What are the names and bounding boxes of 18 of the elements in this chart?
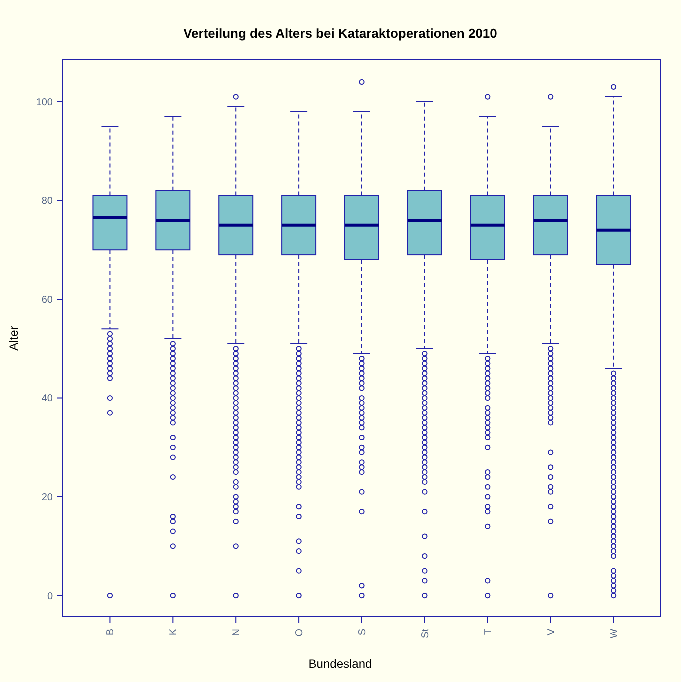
y-tick-label: 80: [42, 196, 54, 208]
y-tick-label: 100: [36, 97, 54, 108]
x-tick-label: K: [168, 628, 180, 636]
y-tick-label: 40: [42, 394, 54, 405]
y-axis-title: Alter: [7, 326, 21, 351]
y-tick-label: 60: [42, 294, 54, 306]
x-tick-label: W: [609, 628, 620, 638]
x-tick-label: V: [546, 628, 558, 636]
y-tick-label: 0: [47, 591, 54, 602]
chart-title: Verteilung des Alters bei Kataraktoperationen 2010: [184, 26, 498, 41]
y-tick-label: 20: [42, 492, 54, 504]
x-axis-title: Bundesland: [308, 657, 372, 671]
x-tick-label: N: [232, 629, 243, 636]
x-tick-label: St: [420, 628, 432, 638]
x-tick-label: B: [106, 628, 117, 636]
x-tick-label: T: [483, 629, 494, 636]
x-tick-label: S: [358, 628, 368, 636]
x-tick-label: O: [294, 628, 306, 637]
